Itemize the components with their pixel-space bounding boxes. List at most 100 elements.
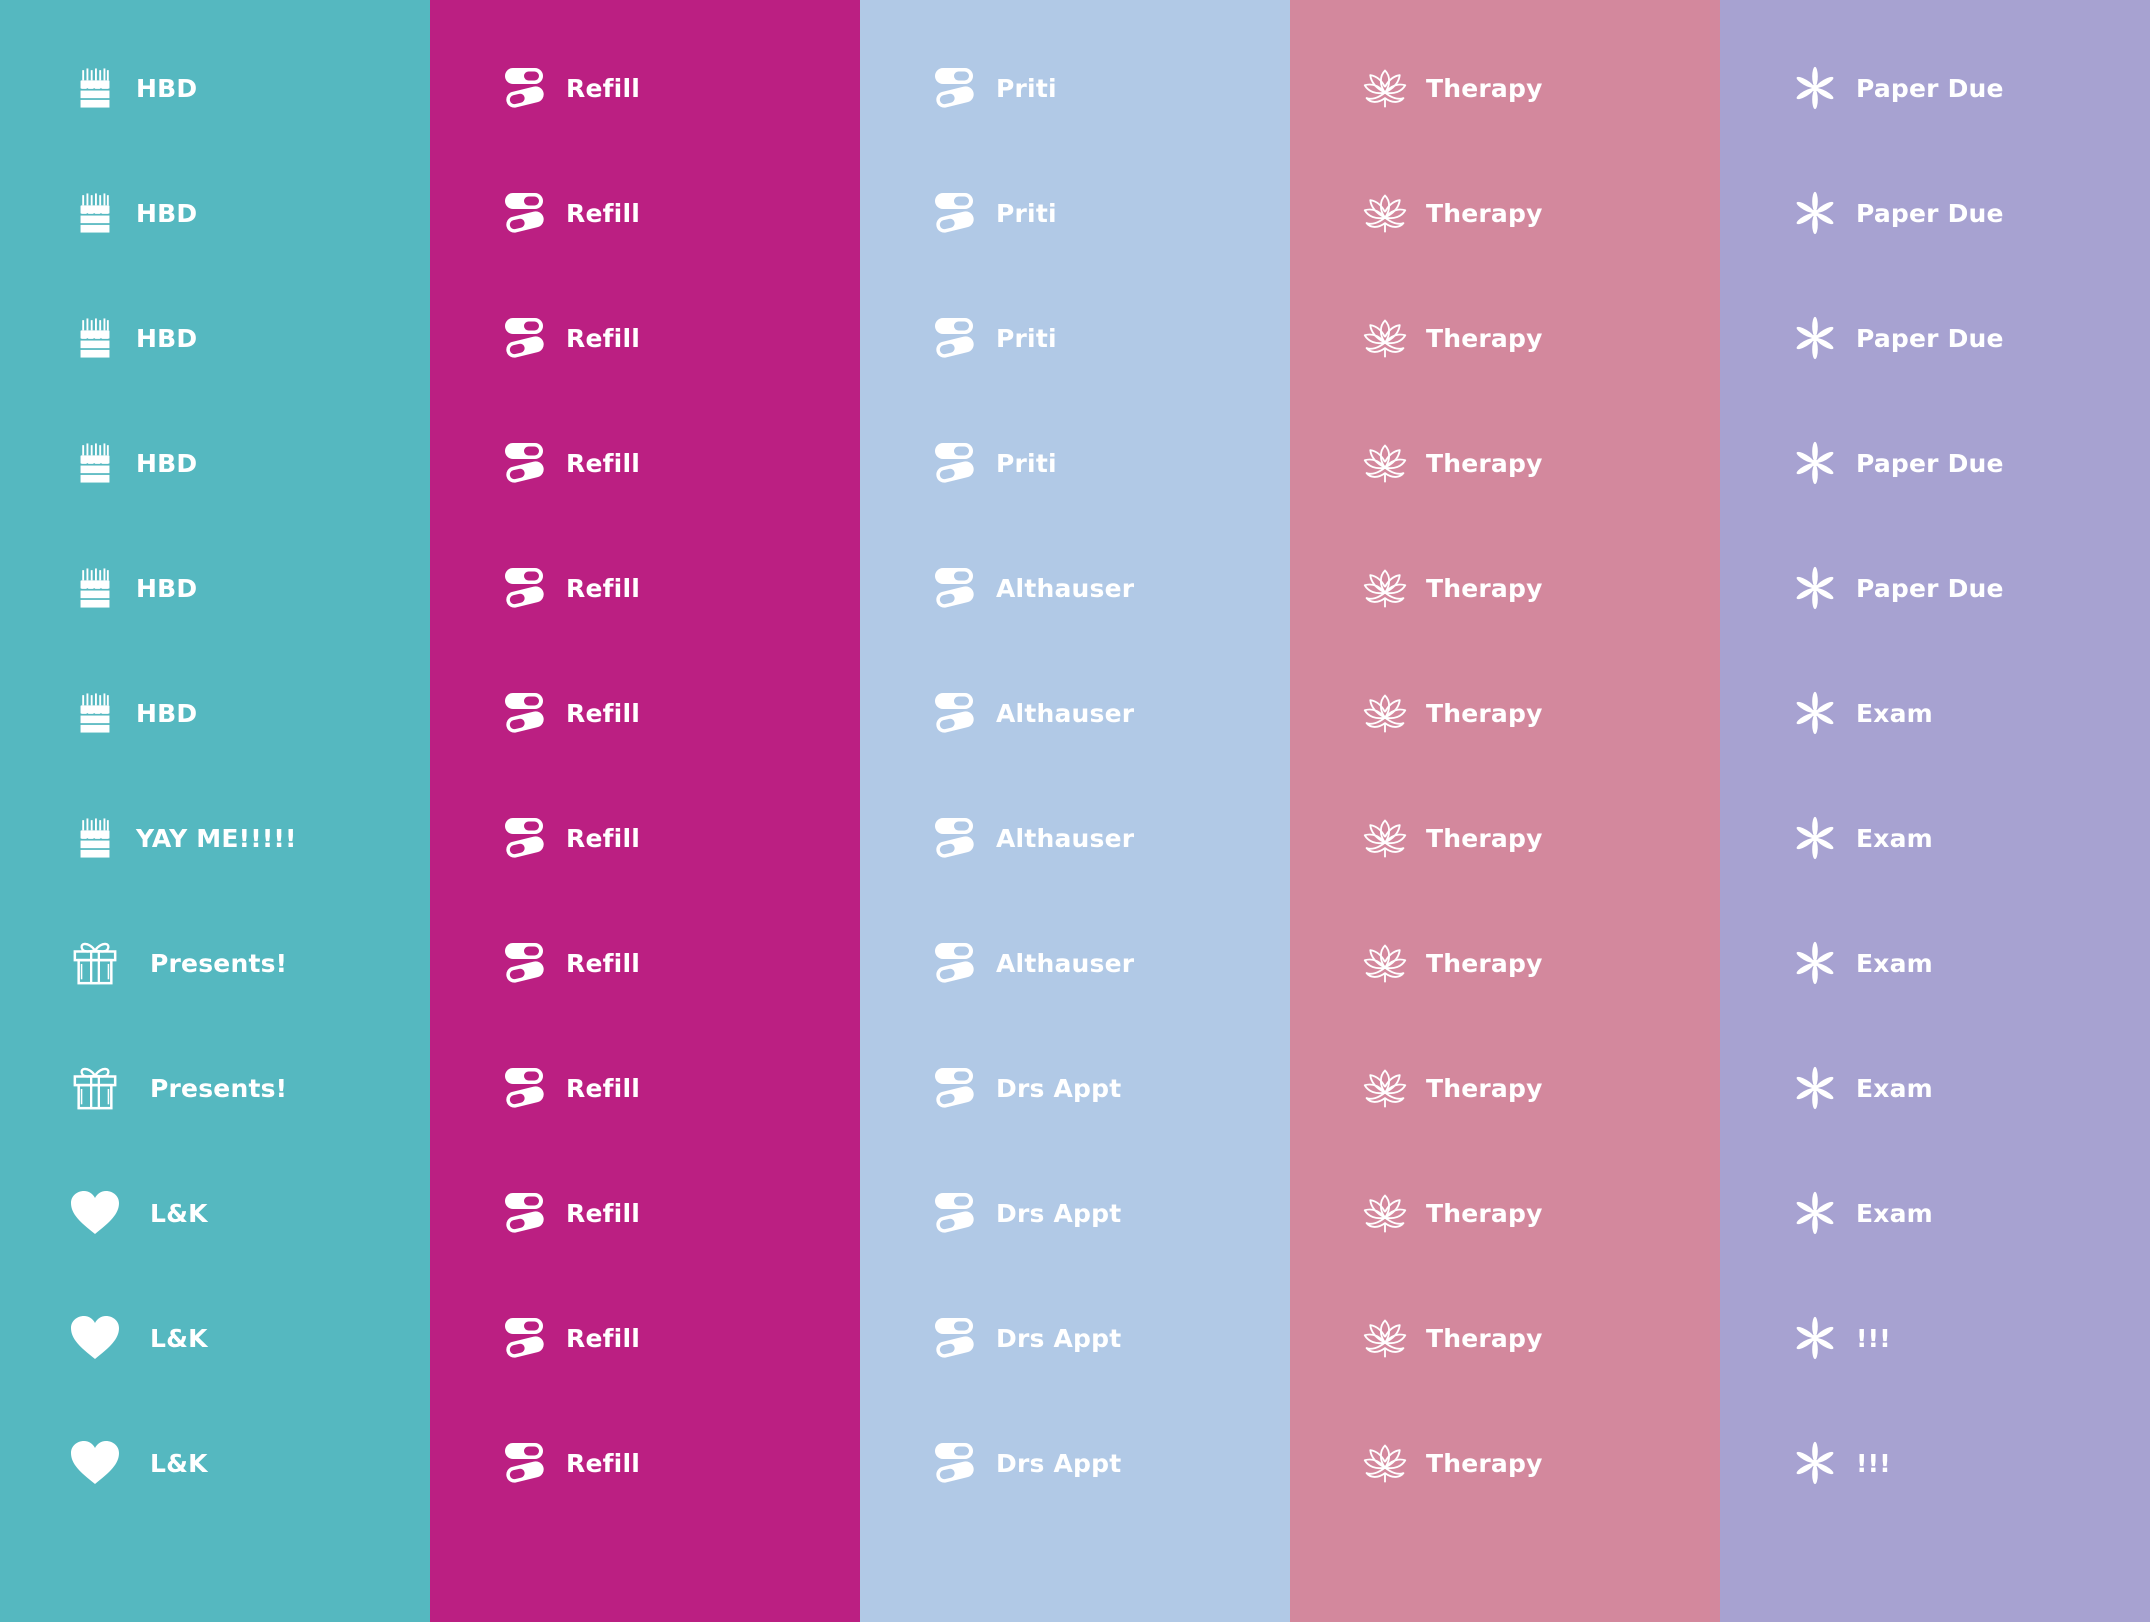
sticker-item: Priti	[930, 428, 1057, 498]
sticker-item: Priti	[930, 178, 1057, 248]
sticker-label: Therapy	[1426, 948, 1543, 978]
heart-icon	[70, 1188, 120, 1238]
sticker-item: HBD	[70, 428, 197, 498]
lotus-flower-icon	[1360, 1188, 1410, 1238]
sticker-item: Exam	[1790, 678, 1933, 748]
birthday-cake-icon	[70, 313, 120, 363]
sticker-item: L&K	[70, 1178, 208, 1248]
sticker-item: L&K	[70, 1303, 208, 1373]
sticker-label: Priti	[996, 73, 1057, 103]
birthday-cake-icon	[70, 563, 120, 613]
sticker-item: !!!	[1790, 1303, 1891, 1373]
sticker-item: Paper Due	[1790, 553, 2004, 623]
lotus-flower-icon	[1360, 688, 1410, 738]
sticker-item: Therapy	[1360, 928, 1543, 998]
sticker-label: Althauser	[996, 573, 1135, 603]
sticker-label: Refill	[566, 73, 640, 103]
sticker-item: Althauser	[930, 678, 1134, 748]
asterisk-icon	[1790, 438, 1840, 488]
birthday-cake-icon	[70, 813, 120, 863]
sticker-item: Refill	[500, 803, 640, 873]
pills-icon	[500, 813, 550, 863]
sticker-item: HBD	[70, 553, 197, 623]
sticker-item: Althauser	[930, 928, 1134, 998]
pills-icon	[500, 938, 550, 988]
sticker-label: Priti	[996, 323, 1057, 353]
pills-icon	[500, 1188, 550, 1238]
asterisk-icon	[1790, 1438, 1840, 1488]
pills-icon	[500, 1063, 550, 1113]
sticker-label: Drs Appt	[996, 1198, 1122, 1228]
sticker-label: HBD	[136, 573, 198, 603]
sticker-item: Exam	[1790, 1178, 1933, 1248]
birthday-cake-icon	[70, 688, 120, 738]
sticker-label: Therapy	[1426, 323, 1543, 353]
sticker-item: HBD	[70, 53, 197, 123]
sticker-item: Therapy	[1360, 428, 1543, 498]
gift-icon	[70, 938, 120, 988]
sticker-label: HBD	[136, 448, 198, 478]
lotus-flower-icon	[1360, 438, 1410, 488]
sticker-label: Exam	[1856, 1198, 1933, 1228]
sticker-item: Paper Due	[1790, 178, 2004, 248]
sticker-item: Paper Due	[1790, 303, 2004, 373]
sticker-label: Drs Appt	[996, 1073, 1122, 1103]
asterisk-icon	[1790, 688, 1840, 738]
birthday-cake-icon	[70, 188, 120, 238]
sticker-item: Refill	[500, 1303, 640, 1373]
lotus-flower-icon	[1360, 1438, 1410, 1488]
sticker-label: Exam	[1856, 948, 1933, 978]
sticker-item: !!!	[1790, 1428, 1891, 1498]
sticker-label: Refill	[566, 948, 640, 978]
pills-icon	[930, 563, 980, 613]
sticker-label: Refill	[566, 1448, 640, 1478]
lotus-flower-icon	[1360, 938, 1410, 988]
sticker-column-3: Priti Priti Priti Priti Althauser Althauser Al…	[860, 0, 1290, 1622]
sticker-label: Paper Due	[1856, 573, 2004, 603]
sticker-item: L&K	[70, 1428, 208, 1498]
sticker-item: Priti	[930, 303, 1057, 373]
sticker-label: Refill	[566, 323, 640, 353]
sticker-item: Paper Due	[1790, 53, 2004, 123]
sticker-label: Therapy	[1426, 1198, 1543, 1228]
pills-icon	[930, 1438, 980, 1488]
sticker-label: Refill	[566, 1073, 640, 1103]
sticker-column-4: Therapy Therapy Therapy Therapy Therapy Thera…	[1290, 0, 1720, 1622]
sticker-item: Therapy	[1360, 1303, 1543, 1373]
asterisk-icon	[1790, 188, 1840, 238]
pills-icon	[500, 63, 550, 113]
heart-icon	[70, 1313, 120, 1363]
sticker-label: L&K	[150, 1323, 208, 1353]
sticker-item: HBD	[70, 678, 197, 748]
pills-icon	[500, 1313, 550, 1363]
lotus-flower-icon	[1360, 1313, 1410, 1363]
pills-icon	[930, 1313, 980, 1363]
lotus-flower-icon	[1360, 1063, 1410, 1113]
sticker-label: Drs Appt	[996, 1323, 1122, 1353]
sticker-label: Therapy	[1426, 1323, 1543, 1353]
sticker-label: Drs Appt	[996, 1448, 1122, 1478]
sticker-label: Therapy	[1426, 823, 1543, 853]
sticker-label: Paper Due	[1856, 198, 2004, 228]
sticker-item: Althauser	[930, 803, 1134, 873]
sticker-item: Drs Appt	[930, 1303, 1121, 1373]
sticker-label: Paper Due	[1856, 73, 2004, 103]
sticker-column-5: Paper Due Paper Due Paper Due Paper Due Pape…	[1720, 0, 2150, 1622]
sticker-label: HBD	[136, 73, 198, 103]
sticker-label: L&K	[150, 1448, 208, 1478]
sticker-item: Presents!	[70, 928, 287, 998]
sticker-item: Therapy	[1360, 303, 1543, 373]
pills-icon	[930, 313, 980, 363]
sticker-item: Refill	[500, 1178, 640, 1248]
sticker-item: Exam	[1790, 928, 1933, 998]
sticker-label: HBD	[136, 198, 198, 228]
sticker-item: HBD	[70, 303, 197, 373]
asterisk-icon	[1790, 563, 1840, 613]
asterisk-icon	[1790, 938, 1840, 988]
sticker-label: Exam	[1856, 823, 1933, 853]
sticker-item: Therapy	[1360, 1178, 1543, 1248]
lotus-flower-icon	[1360, 813, 1410, 863]
sticker-item: Therapy	[1360, 53, 1543, 123]
sticker-label: Therapy	[1426, 573, 1543, 603]
sticker-label: Therapy	[1426, 1073, 1543, 1103]
